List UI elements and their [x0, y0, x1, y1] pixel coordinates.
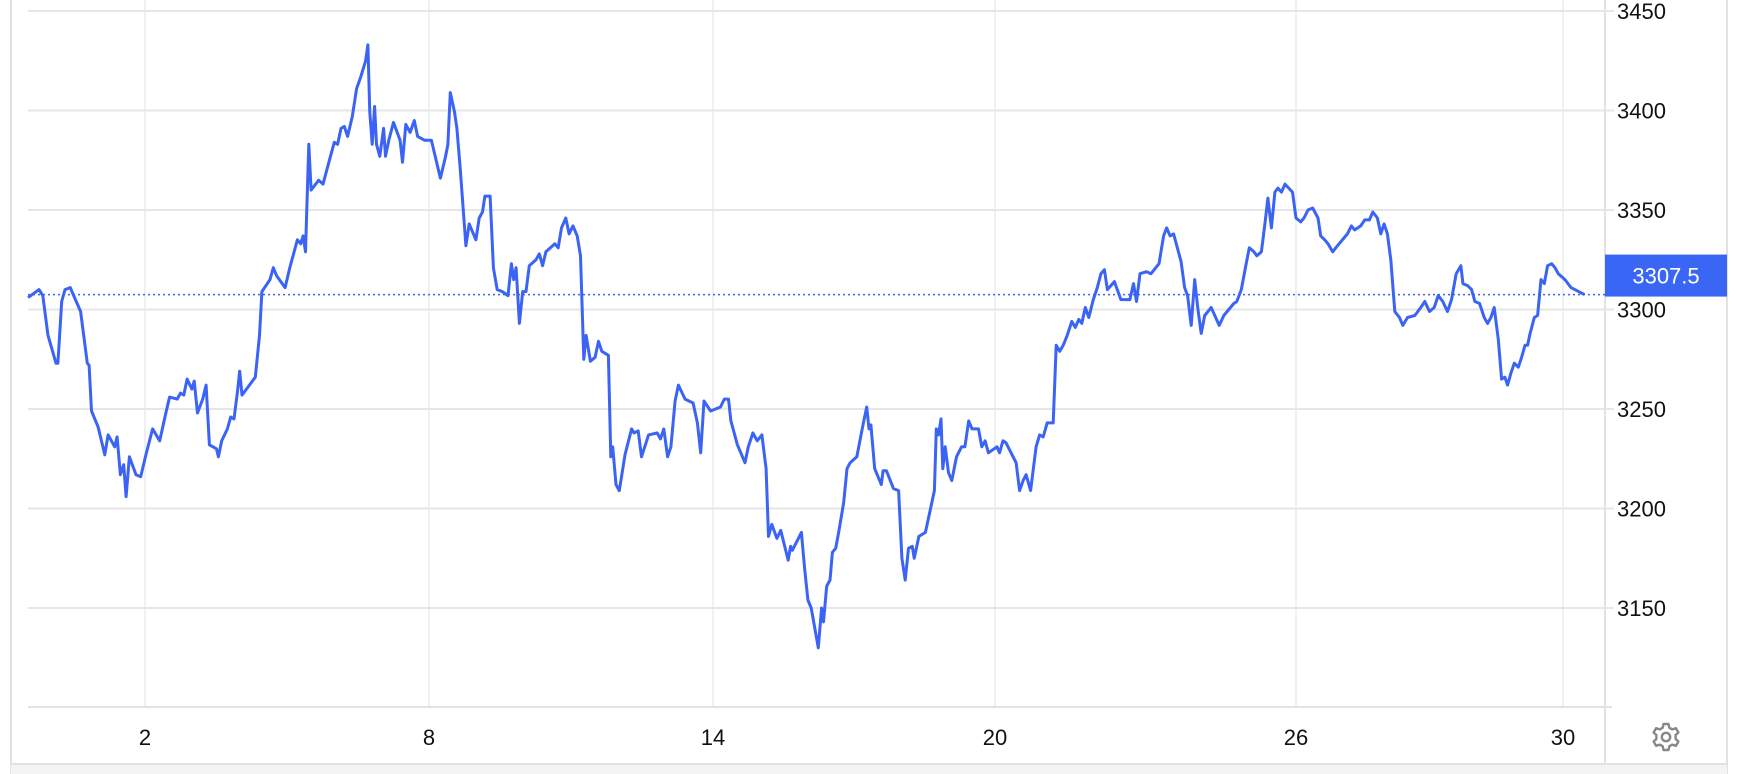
gear-icon[interactable]: [1652, 722, 1680, 752]
y-tick-label: 3400: [1617, 99, 1666, 124]
last-value-box: [1605, 254, 1727, 297]
x-tick-label: 8: [423, 725, 435, 750]
last-value-label: 3307.5: [1632, 264, 1699, 289]
y-tick-label: 3450: [1617, 0, 1666, 24]
x-tick-label: 14: [701, 725, 725, 750]
last-value-badge: 3307.5: [1605, 254, 1727, 297]
x-tick-label: 26: [1284, 725, 1308, 750]
bottom-panel: [11, 764, 1727, 774]
x-tick-label: 20: [983, 725, 1007, 750]
x-axis-labels: 2 8 14 20 26 30: [139, 725, 1575, 750]
x-tick-label: 30: [1551, 725, 1575, 750]
horizontal-gridlines: [28, 10, 1614, 609]
y-tick-label: 3200: [1617, 497, 1666, 522]
series-line: [27, 43, 1586, 650]
y-axis-labels: 3150 3200 3250 3300 3350 3400 3450: [1617, 0, 1666, 621]
x-tick-label: 2: [139, 725, 151, 750]
y-tick-label: 3250: [1617, 397, 1666, 422]
y-tick-label: 3300: [1617, 298, 1666, 323]
y-tick-label: 3150: [1617, 596, 1666, 621]
vertical-gridlines: [144, 0, 1564, 706]
y-tick-label: 3350: [1617, 198, 1666, 223]
